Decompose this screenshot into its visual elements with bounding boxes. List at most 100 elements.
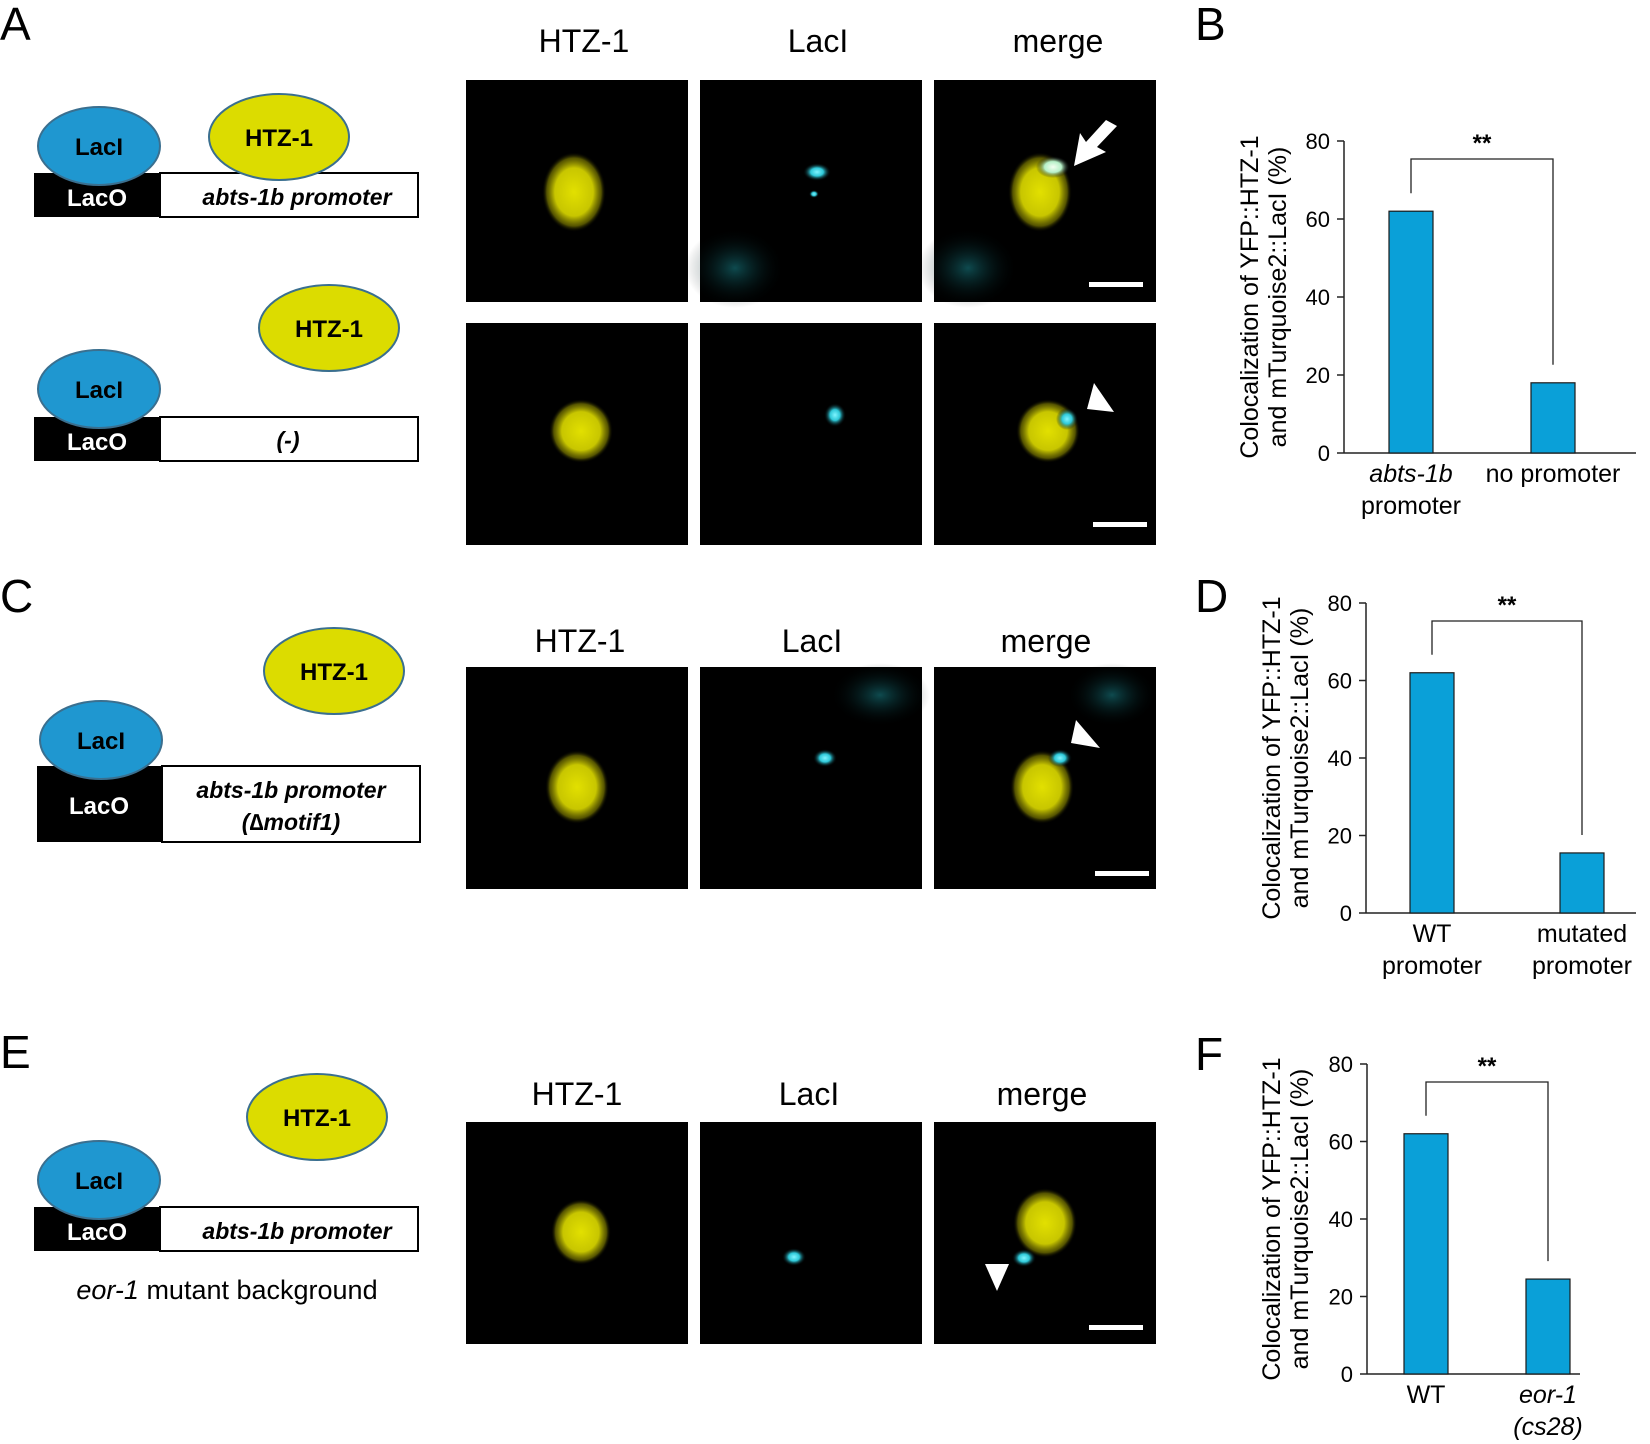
laci-spot xyxy=(782,1248,806,1266)
promoter-label: abts-1b promoter xyxy=(202,184,392,210)
column-header-laci: LacI xyxy=(779,1076,839,1112)
arrowhead-icon xyxy=(985,1264,1009,1291)
y-tick-label: 0 xyxy=(1340,901,1352,926)
laci-spot xyxy=(1048,749,1072,767)
column-header-htz: HTZ-1 xyxy=(532,1076,623,1112)
category-label: promoter xyxy=(1382,952,1482,980)
scale-bar xyxy=(1093,522,1147,527)
background-caption-italic: eor-1 xyxy=(76,1275,139,1305)
category-label: promoter xyxy=(1361,492,1461,520)
y-tick-label: 80 xyxy=(1328,591,1352,616)
category-label: mutated xyxy=(1537,920,1627,948)
column-header-merge: merge xyxy=(1001,623,1092,659)
micrograph-laci xyxy=(700,323,922,545)
y-tick-label: 40 xyxy=(1329,1207,1353,1232)
laci-spot xyxy=(1012,1249,1036,1267)
arrow-icon xyxy=(1074,120,1117,166)
diagram-mutated-promoter: LacO abts-1b promoter (∆motif1) LacI HTZ… xyxy=(37,627,421,843)
significance-bracket xyxy=(1425,1081,1549,1262)
promoter-label: (-) xyxy=(277,427,300,453)
column-header-laci: LacI xyxy=(788,23,848,59)
micrograph-laci xyxy=(700,1122,922,1344)
htz-label: HTZ-1 xyxy=(283,1105,351,1132)
laci-ellipse xyxy=(37,349,161,429)
yfp-nucleus xyxy=(549,399,613,463)
laco-label: LacO xyxy=(67,429,127,456)
significance-label: ** xyxy=(1498,592,1517,619)
laco-label: LacO xyxy=(67,185,127,212)
laco-label: LacO xyxy=(67,1219,127,1246)
panel-letter-f: F xyxy=(1195,1028,1223,1080)
micrograph-row-e xyxy=(466,1122,1156,1344)
arrowhead-icon xyxy=(1087,383,1114,412)
laci-label: LacI xyxy=(75,377,123,404)
promoter-box xyxy=(159,1206,419,1252)
y-tick-label: 40 xyxy=(1328,746,1352,771)
diagram-abts-promoter: LacO abts-1b promoter LacI HTZ-1 xyxy=(34,93,419,218)
htz-ellipse xyxy=(246,1073,388,1161)
y-axis-label-line2: and mTurquoise2::LacI (%) xyxy=(1286,608,1314,909)
panel-letter-d: D xyxy=(1195,570,1228,622)
category-label: (cs28) xyxy=(1513,1413,1582,1441)
yfp-nucleus xyxy=(542,152,606,232)
background-caption-rest: mutant background xyxy=(139,1275,378,1305)
category-label: WT xyxy=(1407,1381,1446,1409)
panel-letter-b: B xyxy=(1195,0,1226,50)
htz-ellipse xyxy=(263,627,405,715)
laco-label: LacO xyxy=(69,793,129,820)
laci-spot xyxy=(824,403,846,427)
background-caption: eor-1 mutant background xyxy=(76,1275,377,1305)
bar-1 xyxy=(1388,210,1434,454)
promoter-label: abts-1b promoter xyxy=(202,1218,392,1244)
y-axis-label-line2: and mTurquoise2::LacI (%) xyxy=(1264,147,1292,448)
column-header-laci: LacI xyxy=(782,623,842,659)
yfp-nucleus xyxy=(545,750,609,824)
y-tick-label: 40 xyxy=(1306,285,1330,310)
category-label: no promoter xyxy=(1486,460,1621,488)
yfp-nucleus xyxy=(1013,1188,1077,1258)
bar-1 xyxy=(1403,1133,1449,1375)
diagram-eor1-background: LacO abts-1b promoter LacI HTZ-1 eor-1 m… xyxy=(34,1073,419,1305)
headers-row-c: HTZ-1 LacI merge xyxy=(535,623,1092,659)
scale-bar xyxy=(1089,282,1143,287)
background-haze xyxy=(830,663,930,727)
arrowhead-icon xyxy=(1071,720,1100,748)
significance-label: ** xyxy=(1478,1053,1497,1080)
htz-label: HTZ-1 xyxy=(245,125,313,152)
chart-panel-b: 0 20 40 60 80 abts-1b promoter no promoter ** Col… xyxy=(1236,129,1636,520)
promoter-box xyxy=(161,765,421,843)
chart-panel-f: 0 20 40 60 80 WT eor-1 (cs28) ** Colocalization o… xyxy=(1258,1052,1583,1441)
y-tick-label: 20 xyxy=(1329,1285,1353,1310)
laci-spot-faint xyxy=(809,190,819,198)
panel-letter-c: C xyxy=(0,570,33,622)
laci-spot xyxy=(803,163,831,181)
htz-label: HTZ-1 xyxy=(300,659,368,686)
htz-label: HTZ-1 xyxy=(295,316,363,343)
significance-label: ** xyxy=(1473,130,1492,157)
micrograph-row-a2 xyxy=(466,323,1156,545)
column-header-htz: HTZ-1 xyxy=(535,623,626,659)
scale-bar xyxy=(1089,1325,1143,1330)
yfp-nucleus xyxy=(1010,750,1074,824)
bar-2 xyxy=(1559,852,1605,914)
column-header-htz: HTZ-1 xyxy=(539,23,630,59)
significance-bracket xyxy=(1431,620,1583,835)
background-haze xyxy=(685,228,785,308)
y-axis-label-line1: Colocalization of YFP::HTZ-1 xyxy=(1258,596,1286,919)
promoter-label-line2: (∆motif1) xyxy=(242,809,340,835)
column-header-merge: merge xyxy=(1013,23,1104,59)
bar-2 xyxy=(1530,382,1576,454)
y-tick-label: 60 xyxy=(1306,207,1330,232)
laci-label: LacI xyxy=(77,728,125,755)
htz-ellipse xyxy=(258,284,400,372)
bar-2 xyxy=(1525,1278,1571,1375)
micrograph-row-a1 xyxy=(466,80,1156,308)
y-tick-label: 20 xyxy=(1328,824,1352,849)
laci-label: LacI xyxy=(75,134,123,161)
column-header-merge: merge xyxy=(997,1076,1088,1112)
y-tick-label: 60 xyxy=(1328,669,1352,694)
y-tick-label: 60 xyxy=(1329,1130,1353,1155)
significance-bracket xyxy=(1410,158,1554,365)
y-tick-label: 0 xyxy=(1341,1362,1353,1387)
category-label: promoter xyxy=(1532,952,1632,980)
